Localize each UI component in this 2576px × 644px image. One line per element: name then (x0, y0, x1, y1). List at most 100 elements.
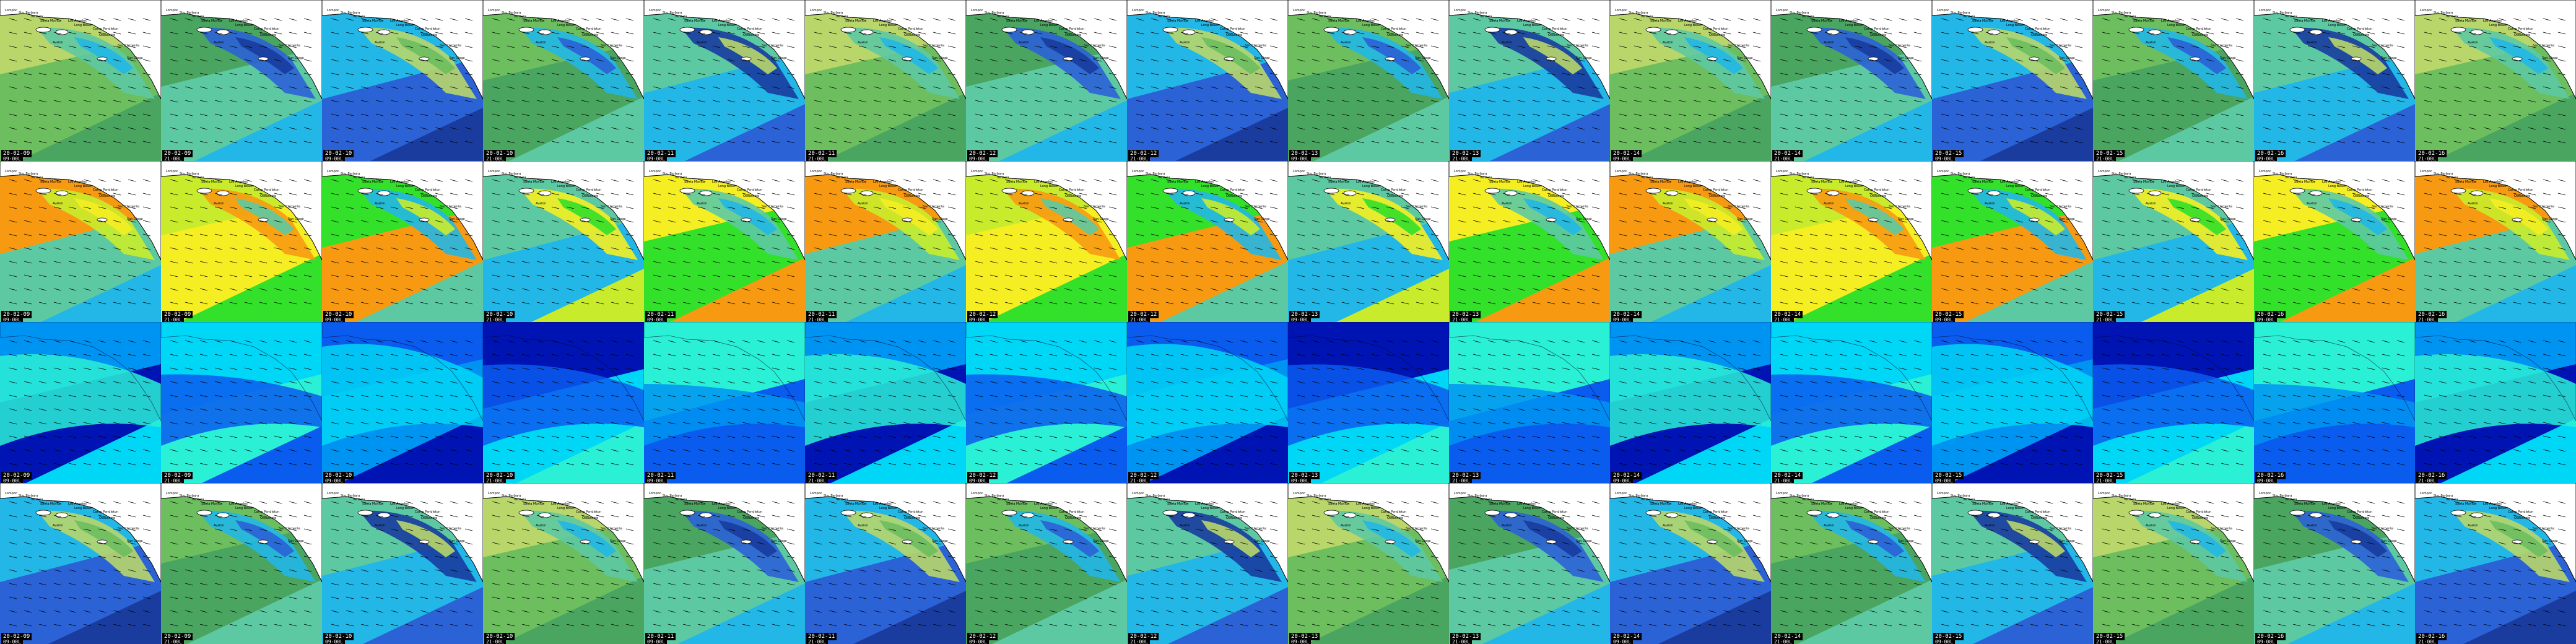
place-label: Santa Monica (1167, 502, 1188, 506)
place-label: Lompoc (649, 492, 661, 495)
place-label: Avalon (1019, 524, 1029, 528)
sea-surface-temp-map: Lompoc Sta. Barbara Ventura Santa Monica Los… (2093, 483, 2254, 644)
wind-speed-map: 20-02-13 09-00L (1288, 322, 1449, 483)
place-label: Long Beach (1523, 24, 1541, 27)
place-label: Ventura (2124, 176, 2136, 180)
wind-speed-map: 20-02-11 21-00L (805, 322, 966, 483)
place-label: Santa Monica (2455, 19, 2476, 23)
place-label: Sta. Barbara (1790, 494, 1809, 498)
time-label: 09-00L (1289, 638, 1311, 644)
place-label: Lompoc (810, 170, 822, 173)
place-label: Santa Monica (362, 502, 383, 506)
place-label: Santa Monica (1328, 180, 1349, 184)
place-label: Camp Pendleton (1381, 510, 1406, 514)
place-label: Ventura (2446, 498, 2458, 502)
place-label: Los Angeles (229, 180, 248, 184)
place-label: Long Beach (2006, 507, 2024, 510)
place-label: San Diego (288, 539, 304, 543)
place-label: Ventura (353, 498, 365, 502)
place-label: Santa Monica (845, 180, 866, 184)
sea-surface-temp-map: Lompoc Sta. Barbara Ventura Santa Monica Los… (0, 0, 161, 161)
place-label: Oceanside (2031, 194, 2047, 198)
place-label: Los Angeles (2322, 180, 2341, 184)
place-label: Long Beach (1845, 507, 1863, 510)
place-label: Lompoc (488, 170, 500, 173)
place-label: Long Beach (235, 24, 253, 27)
air-temperature-map: Lompoc Sta. Barbara Ventura Santa Monica Los… (0, 161, 161, 322)
place-label: Oceanside (582, 33, 598, 37)
place-label: Long Beach (1523, 507, 1541, 510)
place-label: Avalon (1180, 524, 1190, 528)
place-label: Camp Pendleton (2025, 188, 2050, 192)
place-label: Santa Monica (1489, 180, 1510, 184)
place-label: Oceanside (1065, 33, 1081, 37)
place-label: Camp Pendleton (898, 188, 923, 192)
place-label: Los Angeles (2483, 180, 2502, 184)
place-label: Avalon (1663, 41, 1673, 45)
place-label: San Diego (449, 56, 465, 60)
place-label: Long Beach (396, 24, 414, 27)
sea-surface-temp-map: Lompoc Sta. Barbara Ventura Santa Monica Los… (2093, 0, 2254, 161)
place-label: Ventura (675, 498, 687, 502)
place-label: Long Beach (2006, 185, 2024, 188)
place-label: San Diego (2220, 56, 2236, 60)
place-label: San Diego (1415, 539, 1431, 543)
place-label: San Clemente (118, 527, 139, 531)
place-label: Oceanside (1226, 33, 1242, 37)
place-label: Lompoc (1776, 492, 1788, 495)
place-label: Camp Pendleton (415, 27, 440, 31)
place-label: Ventura (2285, 15, 2297, 19)
place-label: San Diego (127, 539, 143, 543)
map-canvas (322, 322, 483, 483)
place-label: Los Angeles (68, 19, 87, 23)
place-label: Avalon (1341, 524, 1351, 528)
place-label: Santa Monica (1972, 19, 1993, 23)
place-label: Oceanside (260, 33, 276, 37)
place-label: Los Angeles (873, 180, 892, 184)
time-label: 09-00L (1289, 316, 1311, 322)
place-label: San Clemente (762, 44, 783, 48)
place-label: Camp Pendleton (1059, 510, 1084, 514)
place-label: Avalon (214, 41, 224, 45)
place-label: San Diego (449, 217, 465, 221)
place-label: Lompoc (5, 170, 17, 173)
place-label: Camp Pendleton (1059, 27, 1084, 31)
place-label: Los Angeles (2161, 502, 2180, 506)
place-label: Avalon (375, 202, 385, 206)
place-label: Camp Pendleton (1220, 27, 1245, 31)
sea-surface-temp-map: Lompoc Sta. Barbara Ventura Santa Monica Los… (483, 0, 644, 161)
sea-surface-temp-map: Lompoc Sta. Barbara Ventura Santa Monica Los… (1288, 0, 1449, 161)
place-label: Camp Pendleton (576, 27, 601, 31)
place-label: San Clemente (1084, 527, 1105, 531)
place-label: San Clemente (2211, 527, 2232, 531)
place-label: Lompoc (1132, 492, 1144, 495)
place-label: Sta. Barbara (502, 11, 521, 15)
time-label: 09-00L (645, 638, 667, 644)
place-label: Santa Monica (2455, 180, 2476, 184)
time-label: 21-00L (484, 155, 506, 161)
sea-surface-temp-map: Lompoc Sta. Barbara Ventura Santa Monica Los… (1127, 0, 1288, 161)
time-label: 09-00L (967, 155, 989, 161)
place-label: Lompoc (2098, 170, 2110, 173)
place-label: Ventura (1319, 176, 1331, 180)
place-label: Long Beach (718, 24, 736, 27)
place-label: Ventura (1963, 15, 1975, 19)
place-label: Oceanside (2353, 194, 2369, 198)
place-label: San Clemente (440, 527, 461, 531)
place-label: Sta. Barbara (1468, 494, 1487, 498)
place-label: Avalon (1663, 202, 1673, 206)
place-label: San Clemente (1889, 527, 1910, 531)
place-label: Oceanside (1548, 516, 1564, 520)
place-label: Los Angeles (229, 502, 248, 506)
place-label: Avalon (214, 202, 224, 206)
place-label: Sta. Barbara (502, 172, 521, 176)
time-label: 21-00L (2416, 155, 2438, 161)
place-label: Ventura (2285, 498, 2297, 502)
